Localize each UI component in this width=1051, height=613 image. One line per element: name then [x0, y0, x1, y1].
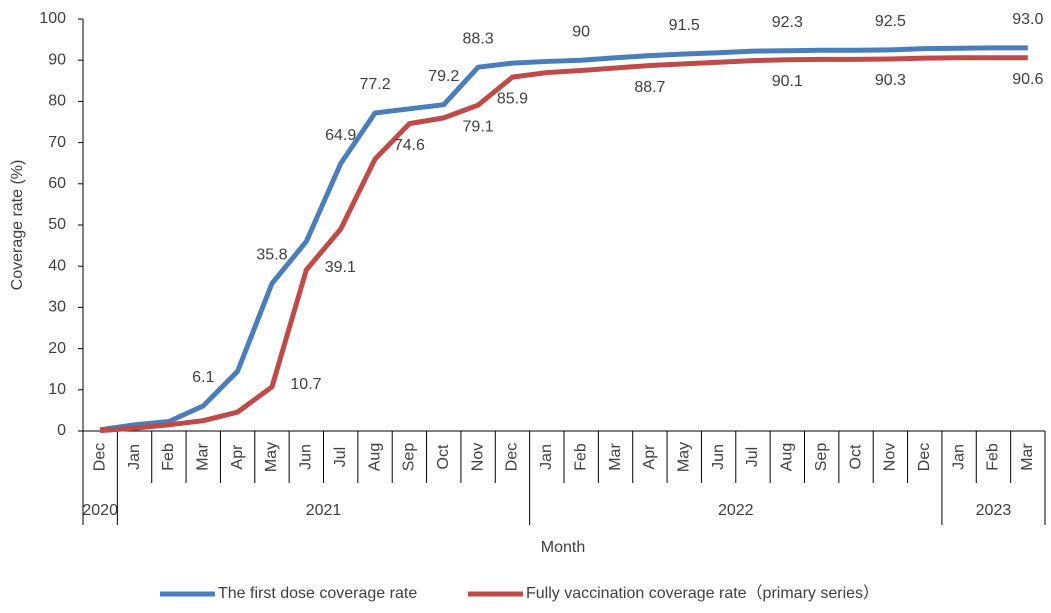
y-tick-label: 40: [48, 257, 66, 274]
x-tick-label: Oct: [435, 444, 452, 469]
x-tick-label: Aug: [366, 443, 383, 471]
y-tick-label: 10: [48, 381, 66, 398]
data-label: 79.2: [428, 68, 459, 85]
x-tick-label: Apr: [229, 444, 246, 470]
series-line: [99, 45, 1028, 433]
x-tick-label: Mar: [1019, 443, 1036, 471]
data-label: 92.5: [875, 13, 906, 30]
year-label: 2022: [718, 502, 754, 519]
x-tick-label: Mar: [194, 443, 211, 471]
data-label: 88.3: [463, 30, 494, 47]
data-label: 92.3: [772, 14, 803, 31]
y-tick-label: 50: [48, 216, 66, 233]
x-tick-label: Feb: [985, 443, 1002, 471]
y-tick-label: 90: [48, 51, 66, 68]
year-label: 2021: [306, 502, 342, 519]
y-tick-label: 80: [48, 93, 66, 110]
x-tick-label: Sep: [813, 443, 830, 472]
x-tick-label: Jun: [298, 444, 315, 470]
x-tick-label: Mar: [607, 443, 624, 471]
x-tick-label: Jul: [744, 447, 761, 467]
data-label: 6.1: [192, 369, 214, 386]
data-label: 90.1: [772, 73, 803, 90]
x-tick-label: Nov: [882, 443, 899, 471]
y-tick-label: 30: [48, 299, 66, 316]
x-tick-label: Jun: [710, 444, 727, 470]
x-tick-label: Nov: [469, 443, 486, 471]
x-tick-label: Jan: [126, 444, 143, 470]
x-tick-label: Dec: [916, 443, 933, 471]
x-tick-label: Jan: [950, 444, 967, 470]
x-tick-label: Aug: [779, 443, 796, 471]
x-axis-title: Month: [541, 539, 585, 556]
x-tick-label: Sep: [401, 443, 418, 472]
y-tick-label: 60: [48, 175, 66, 192]
x-tick-label: May: [263, 442, 280, 472]
legend-label: Fully vaccination coverage rate（primary …: [526, 584, 879, 602]
x-tick-label: Feb: [160, 443, 177, 471]
data-label: 64.9: [325, 127, 356, 144]
series-line: [99, 55, 1028, 434]
data-label: 93.0: [1012, 11, 1043, 28]
y-tick-label: 20: [48, 340, 66, 357]
data-label: 90.3: [875, 72, 906, 89]
y-tick-label: 0: [57, 422, 66, 439]
data-label: 35.8: [256, 247, 287, 264]
data-label: 39.1: [325, 259, 356, 276]
y-tick-label: 70: [48, 134, 66, 151]
data-label: 91.5: [669, 17, 700, 34]
x-tick-label: Dec: [504, 443, 521, 471]
x-tick-label: May: [675, 442, 692, 472]
year-label: 2020: [82, 502, 118, 519]
x-tick-label: Apr: [641, 444, 658, 470]
data-label: 90: [572, 23, 590, 40]
data-label: 79.1: [463, 118, 494, 135]
x-tick-label: Dec: [91, 443, 108, 471]
legend-label: The first dose coverage rate: [218, 585, 417, 602]
data-label: 10.7: [290, 376, 321, 393]
data-label: 77.2: [359, 76, 390, 93]
data-label: 90.6: [1012, 71, 1043, 88]
x-tick-label: Oct: [847, 444, 864, 469]
y-axis-title: Coverage rate (%): [9, 160, 26, 291]
data-label: 85.9: [497, 90, 528, 107]
x-tick-label: Jul: [332, 447, 349, 467]
data-label: 88.7: [634, 79, 665, 96]
x-tick-label: Jan: [538, 444, 555, 470]
y-tick-label: 100: [39, 10, 66, 27]
data-label: 74.6: [394, 137, 425, 154]
x-tick-label: Feb: [572, 443, 589, 471]
year-label: 2023: [976, 502, 1012, 519]
